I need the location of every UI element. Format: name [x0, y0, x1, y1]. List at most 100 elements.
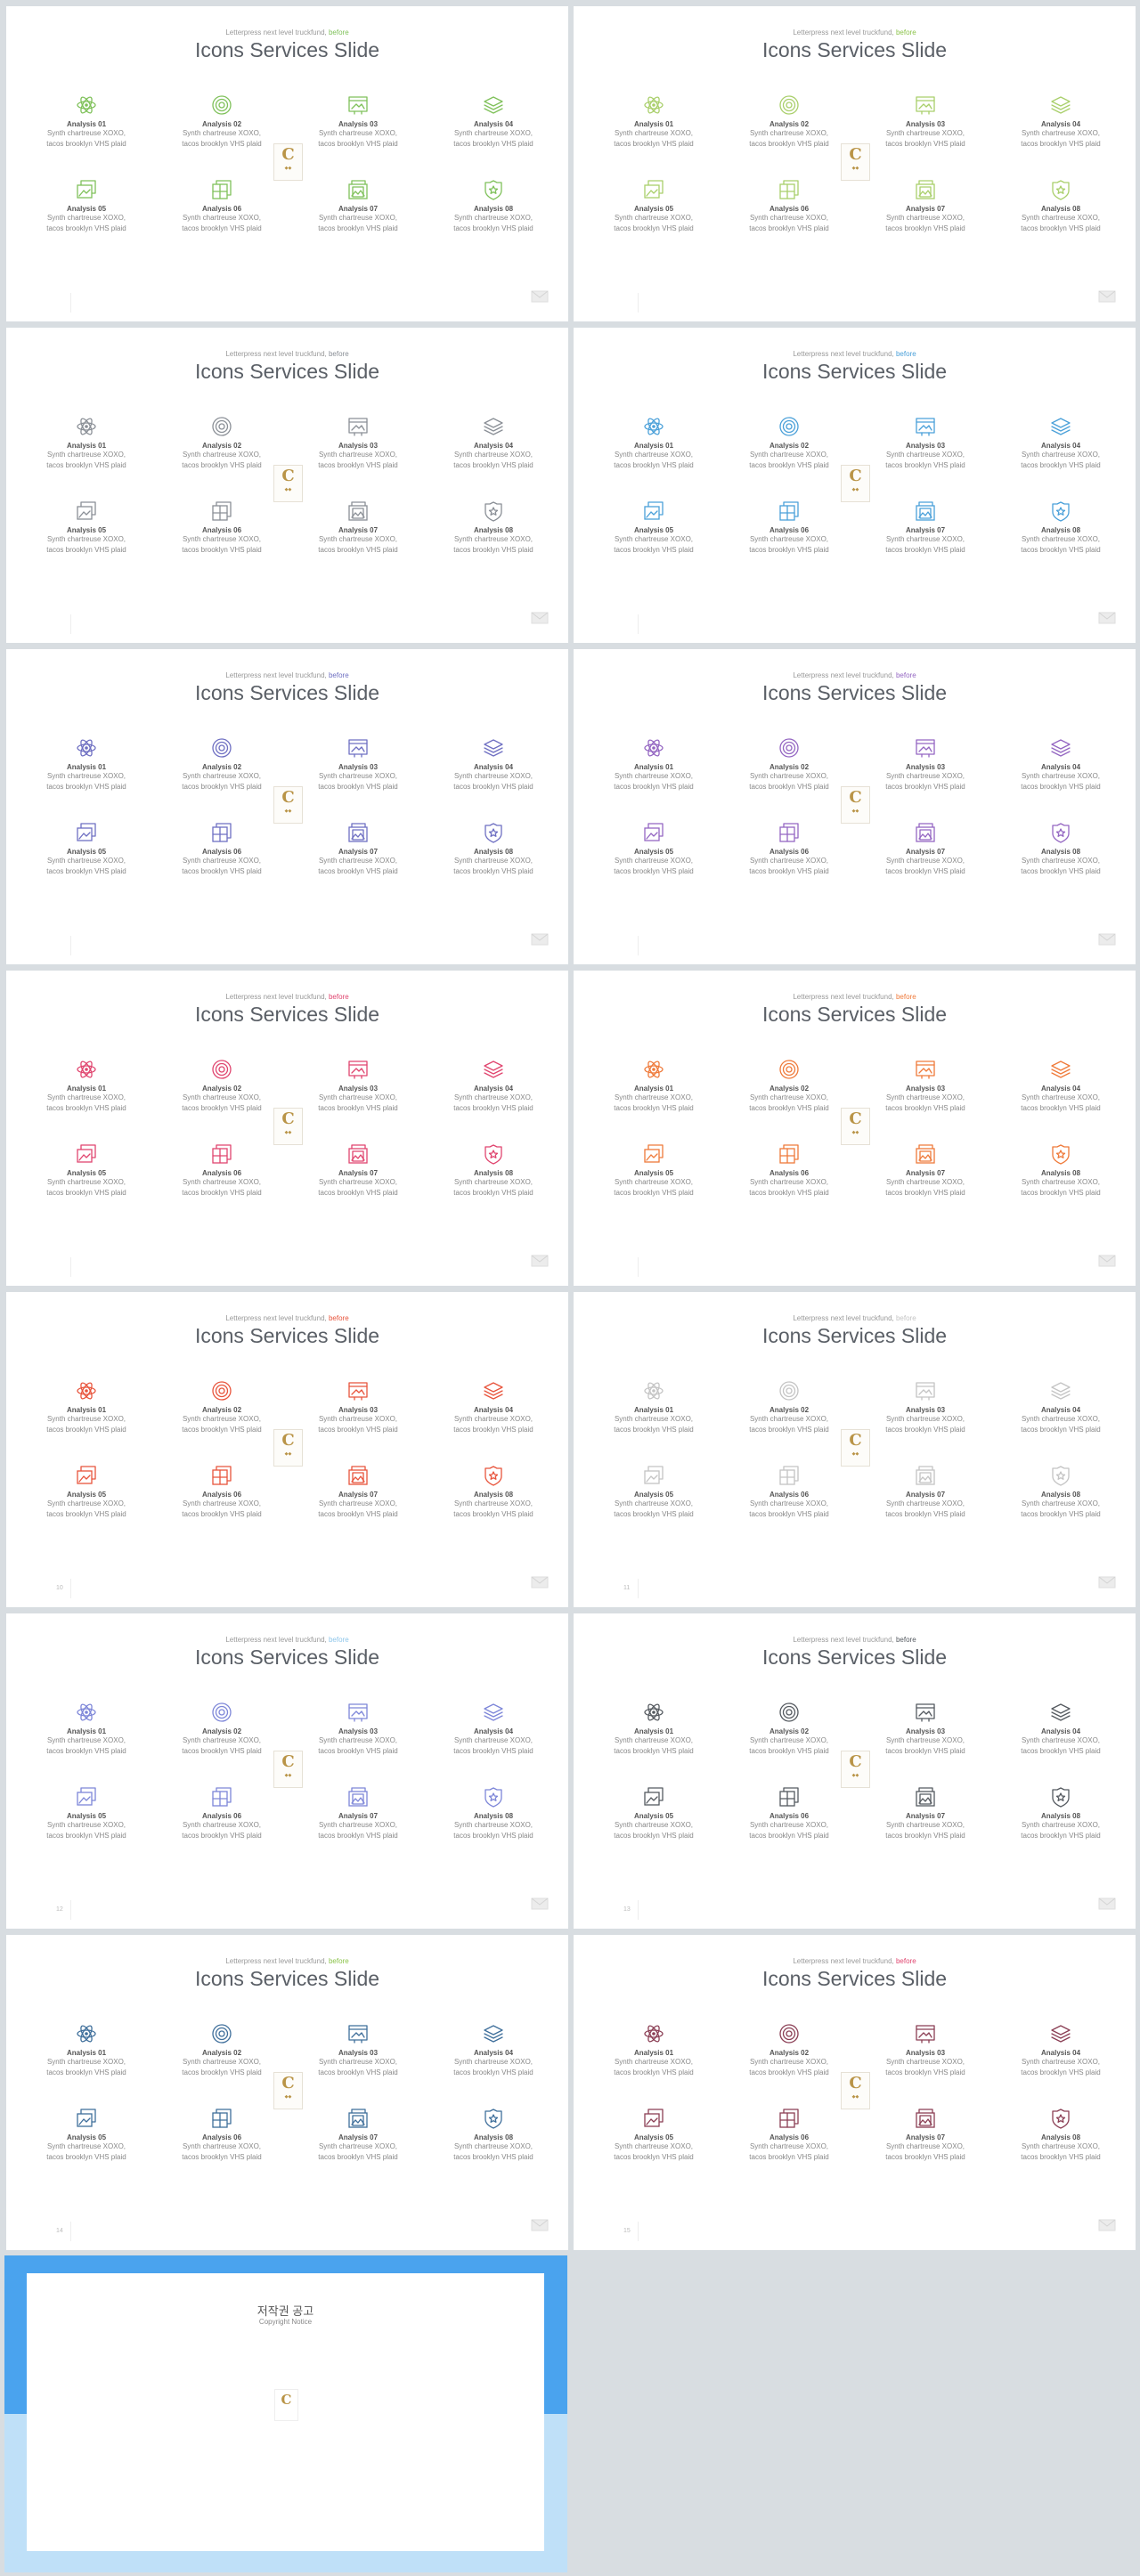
slide-title: Icons Services Slide	[761, 681, 948, 704]
service-item-desc-line1: Synth chartreuse XOXO,	[182, 1736, 262, 1744]
service-item-desc-line2: tacos brooklyn VHS plaid	[318, 1832, 398, 1840]
slide-title: Icons Services Slide	[194, 1324, 380, 1347]
page-number: 14	[56, 2228, 63, 2234]
mail-icon	[1098, 612, 1116, 629]
star-badge-icon	[1049, 1464, 1072, 1487]
service-item-desc-line2: tacos brooklyn VHS plaid	[885, 1104, 965, 1112]
service-item: Analysis 06 Synth chartreuse XOXO, tacos b…	[164, 1785, 280, 1841]
layers-icon	[1049, 2022, 1072, 2045]
service-item: Analysis 01 Synth chartreuse XOXO, tacos b…	[596, 415, 712, 471]
service-item: Analysis 06 Synth chartreuse XOXO, tacos b…	[164, 2107, 280, 2163]
layout-grid-icon	[210, 500, 233, 523]
service-item-label: Analysis 01	[633, 763, 674, 771]
slide-tagline: Letterpress next level truckfund, before	[793, 1314, 916, 1322]
service-item-desc-line1: Synth chartreuse XOXO,	[885, 2058, 965, 2066]
service-item: Analysis 01 Synth chartreuse XOXO, tacos b…	[28, 1379, 144, 1435]
footer-divider	[70, 1579, 71, 1598]
service-item: Analysis 02 Synth chartreuse XOXO, tacos b…	[164, 1379, 280, 1435]
layers-icon	[482, 1379, 505, 1402]
service-item-desc-line2: tacos brooklyn VHS plaid	[885, 1832, 965, 1840]
footer-divider	[638, 1900, 639, 1920]
service-item: Analysis 01 Synth chartreuse XOXO, tacos b…	[596, 93, 712, 150]
service-item-label: Analysis 04	[1040, 1727, 1081, 1735]
service-item: Analysis 06 Synth chartreuse XOXO, tacos b…	[731, 821, 847, 877]
service-item-label: Analysis 04	[1040, 2049, 1081, 2057]
service-item-label: Analysis 02	[769, 2049, 810, 2057]
service-item-desc-line1: Synth chartreuse XOXO,	[614, 772, 694, 780]
service-item-desc-line2: tacos brooklyn VHS plaid	[182, 1747, 262, 1755]
brand-logo: C ◆◆	[273, 143, 303, 181]
service-item-label: Analysis 03	[905, 763, 946, 771]
service-item: Analysis 04 Synth chartreuse XOXO, tacos b…	[1003, 1379, 1119, 1435]
service-item: Analysis 07 Synth chartreuse XOXO, tacos b…	[300, 500, 416, 556]
layout-grid-icon	[210, 2107, 233, 2130]
service-item-desc-line1: Synth chartreuse XOXO,	[885, 1821, 965, 1829]
service-item: Analysis 06 Synth chartreuse XOXO, tacos b…	[731, 1464, 847, 1520]
service-item: Analysis 02 Synth chartreuse XOXO, tacos b…	[731, 415, 847, 471]
service-item-desc-line2: tacos brooklyn VHS plaid	[1021, 1510, 1101, 1518]
service-item-desc-line2: tacos brooklyn VHS plaid	[885, 867, 965, 875]
atom-icon	[642, 1379, 665, 1402]
service-item-label: Analysis 08	[473, 1491, 514, 1499]
star-badge-icon	[482, 1785, 505, 1808]
services-slide: Letterpress next level truckfund, before…	[574, 6, 1136, 321]
service-item-desc-line2: tacos brooklyn VHS plaid	[182, 1189, 262, 1197]
service-item-desc-line2: tacos brooklyn VHS plaid	[453, 1832, 533, 1840]
target-icon	[778, 1058, 801, 1081]
atom-icon	[75, 1058, 98, 1081]
star-badge-icon	[1049, 821, 1072, 844]
image-frame-icon	[914, 736, 937, 760]
gallery-icon	[642, 1142, 665, 1166]
mail-icon	[1098, 2219, 1116, 2236]
atom-icon	[642, 2022, 665, 2045]
star-badge-icon	[482, 1464, 505, 1487]
service-item-desc-line1: Synth chartreuse XOXO,	[614, 1499, 694, 1507]
service-item-label: Analysis 05	[633, 205, 674, 213]
target-icon	[210, 415, 233, 438]
service-item-desc-line2: tacos brooklyn VHS plaid	[318, 2068, 398, 2076]
mail-icon	[1098, 1576, 1116, 1593]
service-item: Analysis 02 Synth chartreuse XOXO, tacos b…	[164, 93, 280, 150]
service-item-desc-line2: tacos brooklyn VHS plaid	[614, 1104, 694, 1112]
service-item-desc-line1: Synth chartreuse XOXO,	[749, 1178, 829, 1186]
service-item-desc-line1: Synth chartreuse XOXO,	[182, 129, 262, 137]
service-item-desc-line2: tacos brooklyn VHS plaid	[885, 461, 965, 469]
slide-tagline: Letterpress next level truckfund, before	[793, 350, 916, 358]
service-item-desc-line1: Synth chartreuse XOXO,	[1021, 1178, 1101, 1186]
service-item-label: Analysis 02	[769, 1085, 810, 1093]
target-icon	[778, 415, 801, 438]
footer-divider	[70, 1257, 71, 1277]
mail-icon	[531, 612, 549, 629]
service-item-desc-line1: Synth chartreuse XOXO,	[46, 857, 126, 865]
service-item-desc-line1: Synth chartreuse XOXO,	[749, 451, 829, 459]
service-item-label: Analysis 05	[66, 848, 107, 856]
picture-card-icon	[914, 1142, 937, 1166]
service-item: Analysis 08 Synth chartreuse XOXO, tacos b…	[436, 1464, 551, 1520]
service-item: Analysis 06 Synth chartreuse XOXO, tacos b…	[731, 1142, 847, 1199]
service-item-desc-line1: Synth chartreuse XOXO,	[46, 1821, 126, 1829]
slide-title: Icons Services Slide	[194, 38, 380, 61]
service-item: Analysis 06 Synth chartreuse XOXO, tacos b…	[164, 178, 280, 234]
brand-logo: C ◆◆	[273, 786, 303, 824]
service-item: Analysis 01 Synth chartreuse XOXO, tacos b…	[28, 2022, 144, 2078]
service-item-desc-line1: Synth chartreuse XOXO,	[182, 535, 262, 543]
slide-tagline: Letterpress next level truckfund, before	[225, 1636, 349, 1644]
slide-tagline: Letterpress next level truckfund, before	[225, 28, 349, 37]
service-item-label: Analysis 02	[201, 442, 242, 450]
service-item-label: Analysis 08	[1040, 205, 1081, 213]
atom-icon	[75, 93, 98, 117]
service-item-desc-line1: Synth chartreuse XOXO,	[182, 1178, 262, 1186]
service-item-desc-line1: Synth chartreuse XOXO,	[318, 857, 398, 865]
service-item-desc-line1: Synth chartreuse XOXO,	[318, 214, 398, 222]
service-item-label: Analysis 03	[338, 1727, 379, 1735]
service-item-label: Analysis 06	[769, 1169, 810, 1177]
image-frame-icon	[914, 1379, 937, 1402]
atom-icon	[642, 1701, 665, 1724]
service-item-desc-line1: Synth chartreuse XOXO,	[614, 1178, 694, 1186]
service-item: Analysis 01 Synth chartreuse XOXO, tacos b…	[596, 1379, 712, 1435]
service-item-desc-line1: Synth chartreuse XOXO,	[1021, 129, 1101, 137]
service-item-desc-line2: tacos brooklyn VHS plaid	[46, 1104, 126, 1112]
service-item-label: Analysis 05	[633, 1491, 674, 1499]
service-item: Analysis 05 Synth chartreuse XOXO, tacos b…	[28, 1785, 144, 1841]
brand-logo: C ◆◆	[841, 2072, 870, 2109]
